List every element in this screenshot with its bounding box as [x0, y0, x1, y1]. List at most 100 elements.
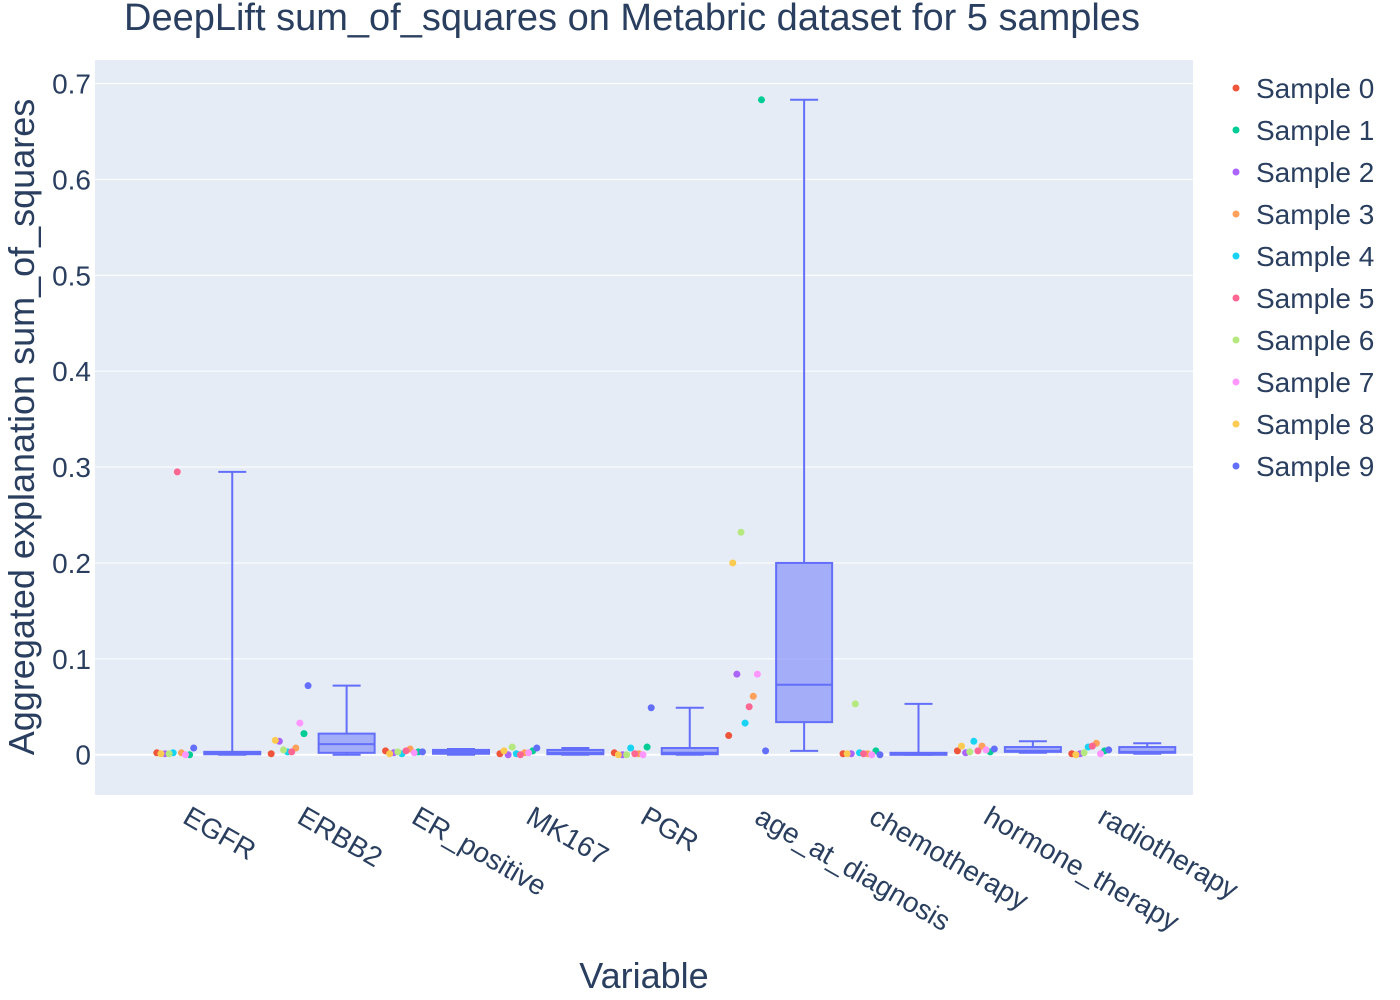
data-point: [304, 682, 312, 690]
y-tick-label: 0.7: [52, 68, 91, 99]
legend-marker: [1232, 126, 1240, 134]
y-tick-label: 0.2: [52, 548, 91, 579]
box-iqr: [775, 561, 834, 724]
legend-label: Sample 6: [1256, 325, 1374, 356]
legend-label: Sample 9: [1256, 451, 1374, 482]
legend-marker: [1232, 210, 1240, 218]
data-point: [647, 704, 655, 712]
data-point: [271, 736, 279, 744]
data-point: [639, 751, 647, 759]
data-point: [631, 750, 639, 758]
x-tick-label: hormone_therapy: [979, 800, 1185, 937]
data-point: [1105, 746, 1113, 754]
legend-label: Sample 8: [1256, 409, 1374, 440]
legend-marker: [1232, 168, 1240, 176]
data-point: [974, 747, 982, 755]
data-point: [402, 747, 410, 755]
data-point: [508, 743, 516, 751]
data-point: [500, 747, 508, 755]
legend-label: Sample 5: [1256, 283, 1374, 314]
data-point: [982, 746, 990, 754]
x-tick-label: ERBB2: [293, 800, 388, 873]
data-point: [623, 751, 631, 759]
data-point: [843, 750, 851, 758]
data-point: [745, 703, 753, 711]
data-point: [300, 730, 308, 738]
plot-area: [95, 60, 1193, 795]
data-point: [1080, 749, 1088, 757]
x-axis-title: Variable: [579, 955, 708, 996]
legend: Sample 0 Sample 1 Sample 2 Sample 3 Sample 4…: [1232, 73, 1374, 482]
data-point: [970, 737, 978, 745]
y-tick-label: 0: [75, 740, 91, 771]
box-iqr: [660, 747, 719, 756]
data-point: [288, 748, 296, 756]
data-point: [643, 743, 651, 751]
data-point: [182, 751, 189, 759]
legend-label: Sample 0: [1256, 73, 1374, 104]
data-point: [753, 670, 761, 678]
data-point: [966, 748, 974, 756]
legend-marker: [1232, 336, 1240, 344]
data-point: [267, 750, 275, 758]
data-point: [958, 742, 966, 750]
data-point: [296, 719, 304, 727]
data-point: [173, 468, 181, 476]
data-point: [876, 751, 884, 759]
chart-title: DeepLift sum_of_squares on Metabric data…: [124, 0, 1140, 39]
data-point: [868, 751, 876, 759]
y-tick-label: 0.6: [52, 164, 91, 195]
data-point: [762, 747, 770, 755]
data-point: [190, 744, 198, 752]
legend-label: Sample 4: [1256, 241, 1374, 272]
legend-label: Sample 3: [1256, 199, 1374, 230]
data-point: [1072, 751, 1080, 759]
legend-marker: [1232, 294, 1240, 302]
data-point: [165, 750, 173, 758]
x-tick-label: MK167: [521, 800, 613, 871]
data-point: [1097, 750, 1104, 758]
y-axis-ticks: 0 0.1 0.2 0.3 0.4 0.5 0.6 0.7: [52, 68, 91, 770]
x-tick-label: PGR: [636, 800, 704, 857]
y-tick-label: 0.3: [52, 452, 91, 483]
data-point: [279, 746, 287, 754]
boxes: [203, 98, 1177, 756]
data-point: [749, 692, 757, 700]
data-point: [614, 751, 622, 759]
data-point: [725, 732, 733, 740]
data-point: [386, 750, 394, 758]
data-point: [990, 745, 998, 753]
data-point: [1088, 742, 1096, 750]
data-point: [157, 750, 165, 758]
x-tick-label: age_at_diagnosis: [750, 800, 956, 937]
data-point: [516, 751, 524, 759]
legend-marker: [1232, 378, 1240, 386]
sample-points: [153, 96, 1113, 759]
data-point: [394, 748, 402, 756]
data-point: [953, 747, 961, 755]
y-axis-title: Aggregated explanation sum_of_squares: [1, 99, 42, 755]
y-tick-label: 0.1: [52, 644, 91, 675]
legend-label: Sample 2: [1256, 157, 1374, 188]
data-point: [525, 749, 533, 757]
y-tick-label: 0.5: [52, 260, 91, 291]
data-point: [757, 96, 765, 104]
legend-marker: [1232, 252, 1240, 260]
data-point: [729, 559, 737, 567]
data-point: [418, 748, 426, 756]
x-tick-label: EGFR: [178, 800, 261, 866]
legend-label: Sample 1: [1256, 115, 1374, 146]
data-point: [410, 749, 418, 757]
data-point: [741, 719, 749, 727]
data-point: [533, 744, 541, 752]
data-point: [737, 528, 745, 536]
legend-marker: [1232, 462, 1240, 470]
data-point: [733, 670, 741, 678]
y-tick-label: 0.4: [52, 356, 91, 387]
legend-marker: [1232, 420, 1240, 428]
data-point: [860, 750, 868, 758]
data-point: [627, 744, 635, 752]
legend-marker: [1232, 84, 1240, 92]
